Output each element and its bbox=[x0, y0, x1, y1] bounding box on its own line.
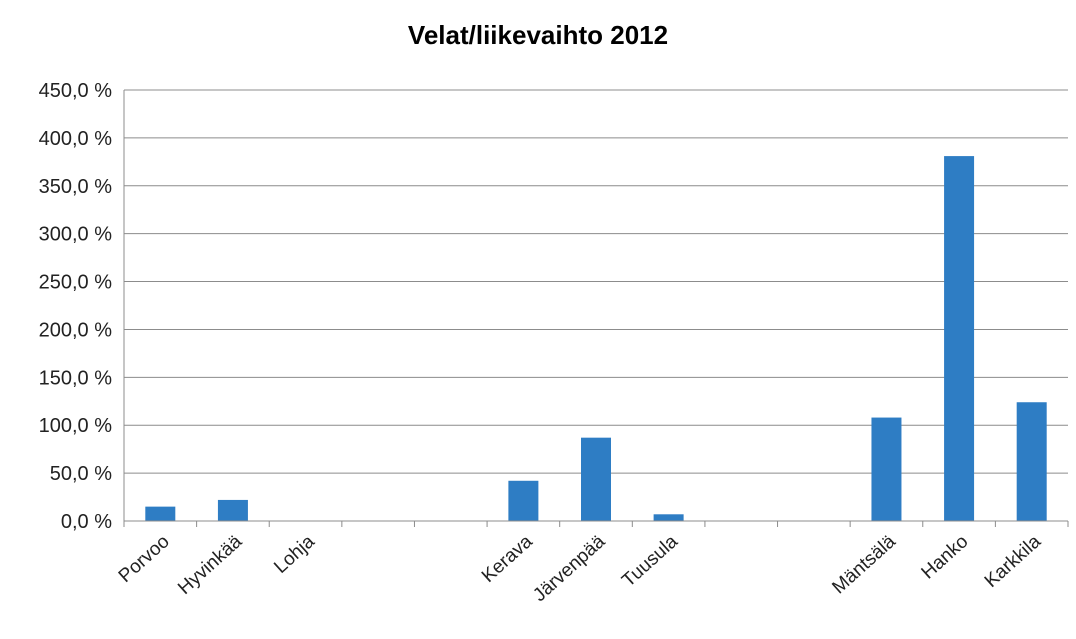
bar-kerava bbox=[508, 480, 539, 521]
bar-järvenpää bbox=[581, 437, 611, 521]
y-tick-label: 200,0 % bbox=[39, 319, 113, 341]
y-tick-label: 250,0 % bbox=[39, 272, 113, 294]
x-tick-label: Kerava bbox=[478, 531, 537, 587]
y-tick-label: 150,0 % bbox=[39, 367, 113, 389]
y-tick-label: 450,0 % bbox=[39, 80, 113, 102]
y-tick-label: 350,0 % bbox=[39, 176, 113, 198]
y-tick-label: 100,0 % bbox=[39, 415, 113, 437]
bar-mäntsälä bbox=[871, 417, 902, 521]
chart-title: Velat/liikevaihto 2012 bbox=[408, 20, 668, 50]
x-tick-label: Hyvinkää bbox=[174, 531, 246, 599]
x-tick-label: Järvenpää bbox=[529, 531, 609, 606]
bar-hyvinkää bbox=[217, 499, 248, 521]
x-tick-label: Hanko bbox=[918, 531, 973, 583]
y-tick-label: 400,0 % bbox=[39, 128, 113, 150]
bar-tuusula bbox=[653, 514, 684, 521]
y-axis-tick-labels: 0,0 % 50,0 % 100,0 % 150,0 % 200,0 % 250,0 % 3… bbox=[39, 80, 113, 533]
x-tick-label: Lohja bbox=[270, 531, 319, 578]
x-tick-label: Mäntsälä bbox=[828, 531, 900, 598]
x-tick-label: Karkkila bbox=[981, 531, 1046, 592]
bars bbox=[145, 156, 1047, 521]
bar-karkkila bbox=[1016, 402, 1047, 521]
y-tick-label: 0,0 % bbox=[61, 511, 112, 533]
gridlines bbox=[124, 89, 1068, 474]
x-tick-label: Porvoo bbox=[115, 531, 174, 587]
y-tick-label: 50,0 % bbox=[50, 463, 112, 485]
bar-hanko bbox=[944, 156, 975, 521]
bar-porvoo bbox=[145, 506, 176, 521]
x-tick-label: Tuusula bbox=[618, 531, 682, 592]
y-tick-label: 300,0 % bbox=[39, 224, 113, 246]
x-axis bbox=[123, 90, 1069, 527]
